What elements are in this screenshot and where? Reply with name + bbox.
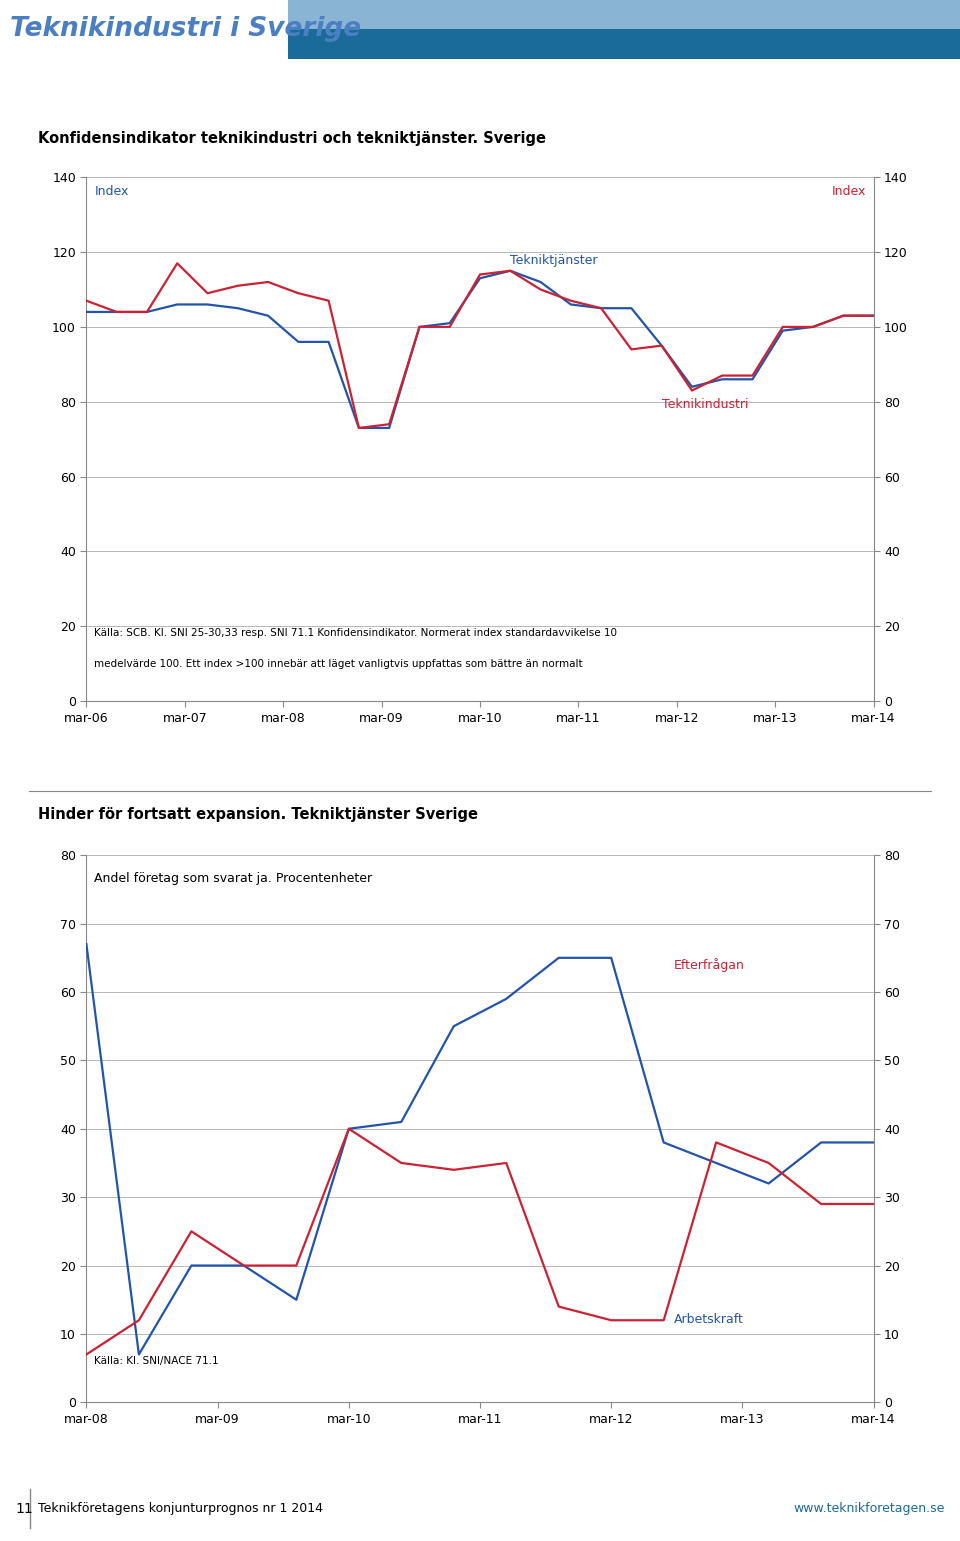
Bar — [288, 0, 960, 29]
Text: Index: Index — [831, 185, 866, 199]
Text: Teknikindustri i Sverige: Teknikindustri i Sverige — [10, 17, 361, 42]
Text: medelvärde 100. Ett index >100 innebär att läget vanligtvis uppfattas som bättre: medelvärde 100. Ett index >100 innebär a… — [94, 660, 583, 669]
Text: Källa: Kl. SNI/NACE 71.1: Källa: Kl. SNI/NACE 71.1 — [94, 1356, 219, 1365]
Text: 11: 11 — [15, 1501, 33, 1516]
Text: Konfidensindikator teknikindustri och tekniktjänster. Sverige: Konfidensindikator teknikindustri och te… — [38, 131, 546, 146]
Text: Efterfrågan: Efterfrågan — [674, 957, 745, 971]
Text: Hinder för fortsatt expansion. Tekniktjänster Sverige: Hinder för fortsatt expansion. Tekniktjä… — [38, 807, 478, 823]
Text: Teknikföretagens konjunturprognos nr 1 2014: Teknikföretagens konjunturprognos nr 1 2… — [38, 1502, 323, 1515]
Text: Andel företag som svarat ja. Procentenheter: Andel företag som svarat ja. Procentenhe… — [94, 872, 372, 885]
Text: Tekniktjänster: Tekniktjänster — [511, 254, 598, 267]
Bar — [288, 29, 960, 59]
Text: Arbetskraft: Arbetskraft — [674, 1313, 744, 1327]
Text: Källa: SCB. Kl. SNI 25-30,33 resp. SNI 71.1 Konfidensindikator. Normerat index s: Källa: SCB. Kl. SNI 25-30,33 resp. SNI 7… — [94, 627, 617, 638]
Text: Teknikindustri: Teknikindustri — [661, 398, 748, 411]
Text: www.teknikforetagen.se: www.teknikforetagen.se — [794, 1502, 945, 1515]
Text: Index: Index — [94, 185, 129, 199]
